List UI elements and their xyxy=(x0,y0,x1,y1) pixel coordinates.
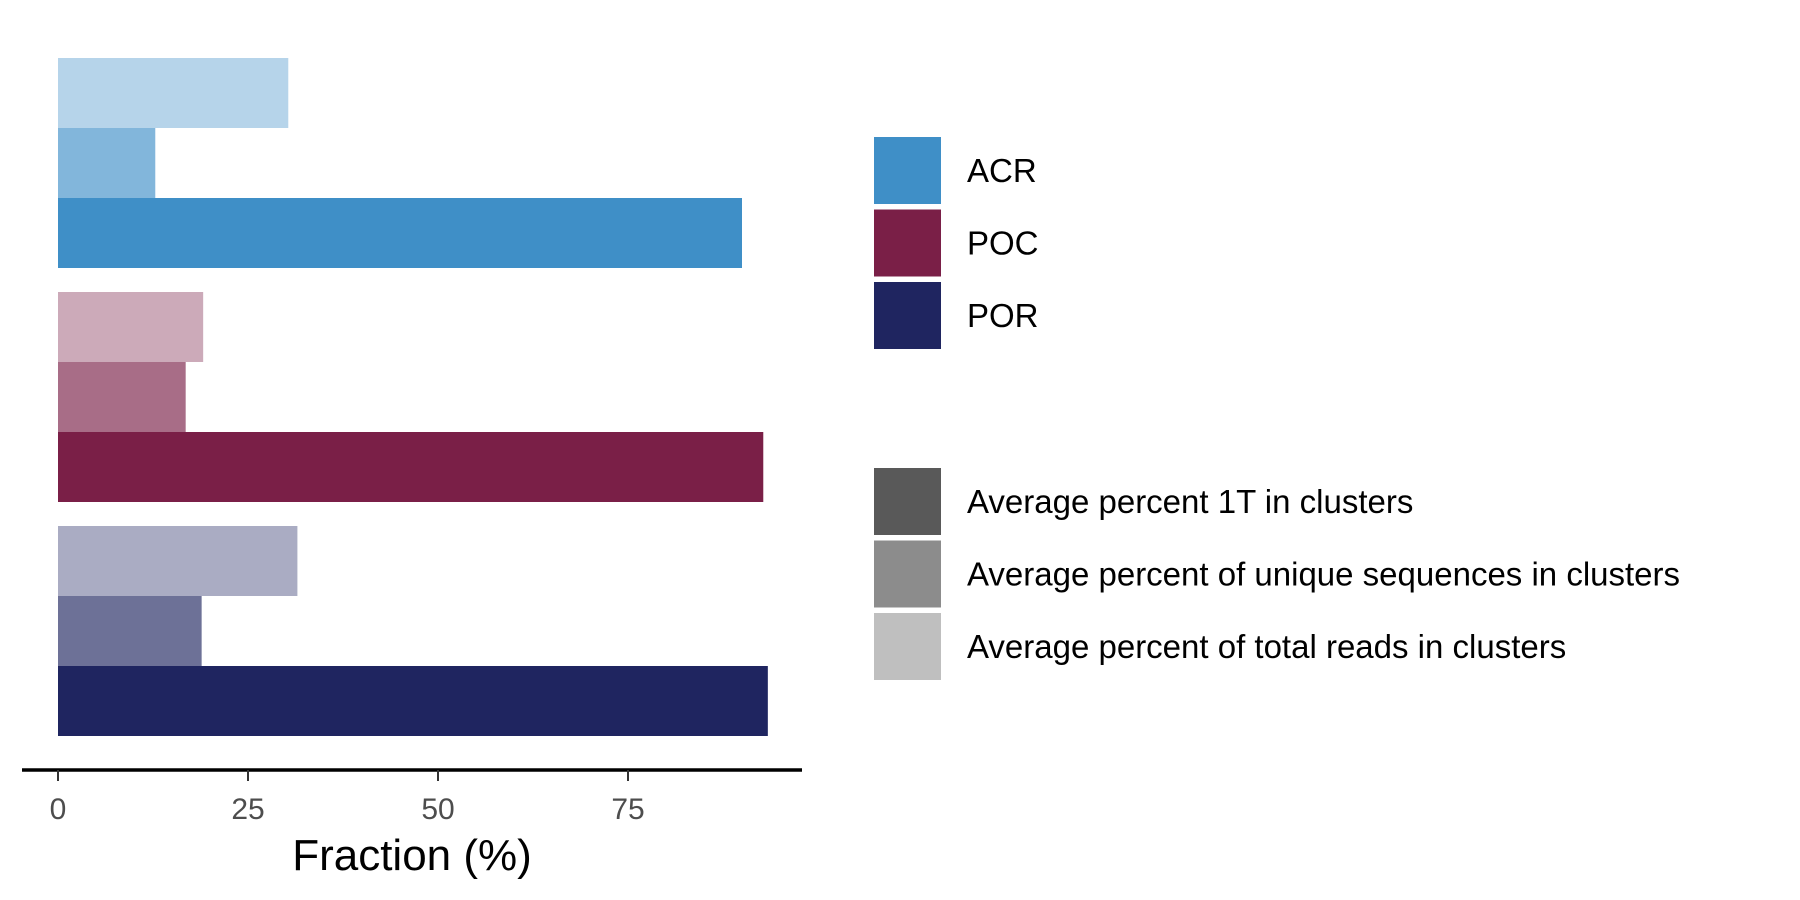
legend-label-por: POR xyxy=(967,297,1039,334)
legend-swatch-average-percent-1t-in-clusters xyxy=(874,468,941,535)
legend-swatch-acr xyxy=(874,137,941,204)
legend-label-acr: ACR xyxy=(967,152,1037,189)
legend-label-average-percent-of-unique-sequences-in-clusters: Average percent of unique sequences in c… xyxy=(967,556,1680,593)
bar-acr-average-percent-1t-in-clusters xyxy=(58,198,742,268)
bar-poc-average-percent-1t-in-clusters xyxy=(58,432,763,502)
bar-por-average-percent-of-total-reads-in-clusters xyxy=(58,526,297,596)
legend-swatch-por xyxy=(874,282,941,349)
bar-acr-average-percent-of-unique-sequences-in-clusters xyxy=(58,128,155,198)
bar-por-average-percent-1t-in-clusters xyxy=(58,666,768,736)
bar-por-average-percent-of-unique-sequences-in-clusters xyxy=(58,596,202,666)
legend-groups: ACR POC POR xyxy=(874,137,1039,349)
legend-label-poc: POC xyxy=(967,225,1039,262)
x-tick-label: 75 xyxy=(611,793,644,826)
legend-measures: Average percent 1T in clusters Average pe… xyxy=(874,468,1680,680)
bar-poc-average-percent-of-total-reads-in-clusters xyxy=(58,292,203,362)
bar-poc-average-percent-of-unique-sequences-in-clusters xyxy=(58,362,186,432)
legend-swatch-poc xyxy=(874,210,941,277)
legend-swatch-average-percent-of-unique-sequences-in-clusters xyxy=(874,541,941,608)
x-axis-ticks: 0 25 50 75 xyxy=(50,770,645,826)
x-tick-label: 50 xyxy=(421,793,454,826)
x-tick-label: 25 xyxy=(231,793,264,826)
legend-label-average-percent-of-total-reads-in-clusters: Average percent of total reads in cluste… xyxy=(967,628,1566,665)
legend-swatch-average-percent-of-total-reads-in-clusters xyxy=(874,613,941,680)
legend-label-average-percent-1t-in-clusters: Average percent 1T in clusters xyxy=(967,483,1413,520)
bar-acr-average-percent-of-total-reads-in-clusters xyxy=(58,58,288,128)
bars-layer xyxy=(58,58,768,736)
x-tick-label: 0 xyxy=(50,793,67,826)
x-axis-title: Fraction (%) xyxy=(292,831,532,880)
